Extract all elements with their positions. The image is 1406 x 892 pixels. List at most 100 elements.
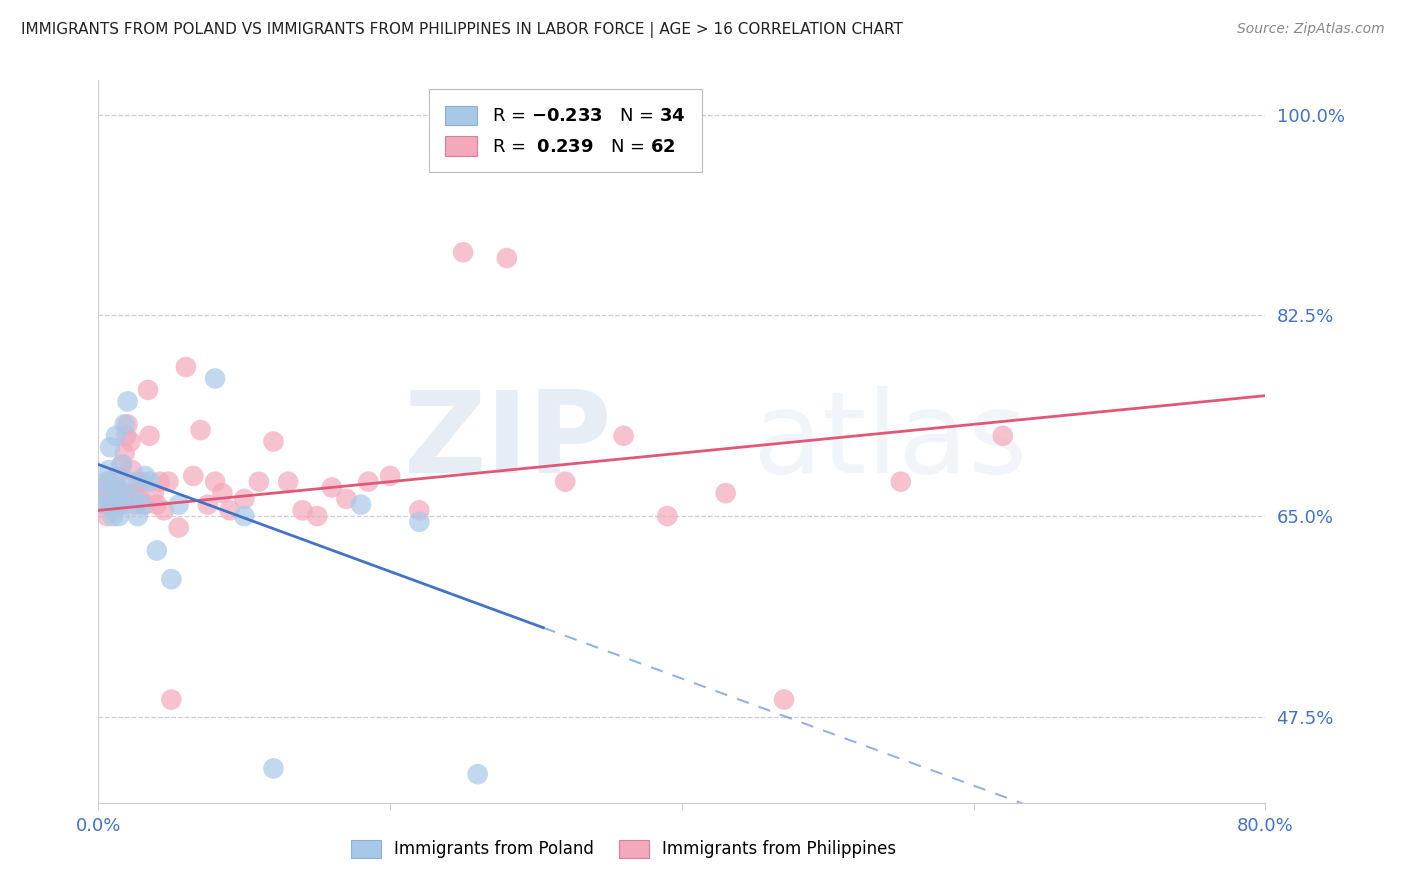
Point	[335, 491, 357, 506]
Point	[138, 429, 160, 443]
Point	[98, 498, 121, 512]
Point	[190, 423, 212, 437]
Point	[134, 498, 156, 512]
Point	[657, 509, 679, 524]
Point	[467, 767, 489, 781]
Point	[131, 475, 153, 489]
Point	[890, 475, 912, 489]
Point	[350, 498, 373, 512]
Point	[233, 509, 256, 524]
Point	[714, 486, 737, 500]
Point	[121, 463, 143, 477]
Point	[94, 480, 117, 494]
Point	[108, 498, 131, 512]
Point	[96, 509, 118, 524]
Point	[157, 475, 180, 489]
Text: atlas: atlas	[752, 386, 1028, 497]
Point	[773, 692, 796, 706]
Point	[115, 429, 138, 443]
Point	[124, 498, 146, 512]
Point	[96, 498, 118, 512]
Point	[114, 417, 136, 432]
Point	[114, 446, 136, 460]
Point	[291, 807, 314, 822]
Point	[134, 469, 156, 483]
Point	[124, 491, 146, 506]
Point	[408, 503, 430, 517]
Point	[524, 824, 547, 838]
Point	[991, 429, 1014, 443]
Point	[101, 503, 124, 517]
Point	[136, 383, 159, 397]
Point	[153, 503, 176, 517]
Point	[314, 859, 336, 873]
Point	[357, 475, 380, 489]
Point	[91, 486, 114, 500]
Point	[117, 417, 139, 432]
Point	[160, 692, 183, 706]
Point	[103, 488, 125, 502]
Point	[160, 572, 183, 586]
Point	[167, 520, 190, 534]
Point	[112, 491, 135, 506]
Point	[112, 498, 135, 512]
Point	[110, 483, 132, 498]
Point	[233, 491, 256, 506]
Point	[211, 486, 233, 500]
Point	[408, 515, 430, 529]
Point	[218, 503, 240, 517]
Point	[146, 498, 169, 512]
Point	[120, 475, 142, 489]
Point	[321, 480, 343, 494]
Point	[104, 498, 127, 512]
Point	[612, 429, 634, 443]
Point	[127, 509, 149, 524]
Point	[103, 475, 125, 489]
Point	[100, 498, 122, 512]
Point	[91, 486, 114, 500]
Point	[98, 440, 121, 454]
Point	[131, 498, 153, 512]
Point	[101, 509, 124, 524]
Point	[204, 371, 226, 385]
Point	[554, 475, 576, 489]
Point	[105, 469, 128, 483]
Point	[262, 434, 284, 449]
Point	[120, 434, 142, 449]
Text: Source: ZipAtlas.com: Source: ZipAtlas.com	[1237, 22, 1385, 37]
Point	[111, 458, 134, 472]
Point	[451, 245, 474, 260]
Point	[104, 429, 127, 443]
Point	[247, 475, 270, 489]
Point	[146, 543, 169, 558]
Text: ZIP: ZIP	[404, 386, 612, 497]
Point	[138, 475, 160, 489]
Point	[197, 498, 219, 512]
Point	[110, 483, 132, 498]
Point	[181, 469, 204, 483]
Point	[97, 463, 120, 477]
Point	[291, 503, 314, 517]
Point	[307, 509, 329, 524]
Point	[149, 475, 172, 489]
Point	[262, 761, 284, 775]
Point	[496, 251, 519, 265]
Point	[111, 458, 134, 472]
Point	[142, 486, 165, 500]
Point	[128, 491, 150, 506]
Point	[117, 394, 139, 409]
Point	[100, 491, 122, 506]
Legend: Immigrants from Poland, Immigrants from Philippines: Immigrants from Poland, Immigrants from …	[343, 831, 904, 867]
Point	[122, 486, 145, 500]
Point	[127, 475, 149, 489]
Point	[174, 359, 197, 374]
Point	[380, 469, 402, 483]
Point	[167, 498, 190, 512]
Point	[108, 509, 131, 524]
Point	[277, 475, 299, 489]
Point	[93, 498, 115, 512]
Point	[204, 475, 226, 489]
Point	[105, 491, 128, 506]
Text: IMMIGRANTS FROM POLAND VS IMMIGRANTS FROM PHILIPPINES IN LABOR FORCE | AGE > 16 : IMMIGRANTS FROM POLAND VS IMMIGRANTS FRO…	[21, 22, 903, 38]
Point	[94, 475, 117, 489]
